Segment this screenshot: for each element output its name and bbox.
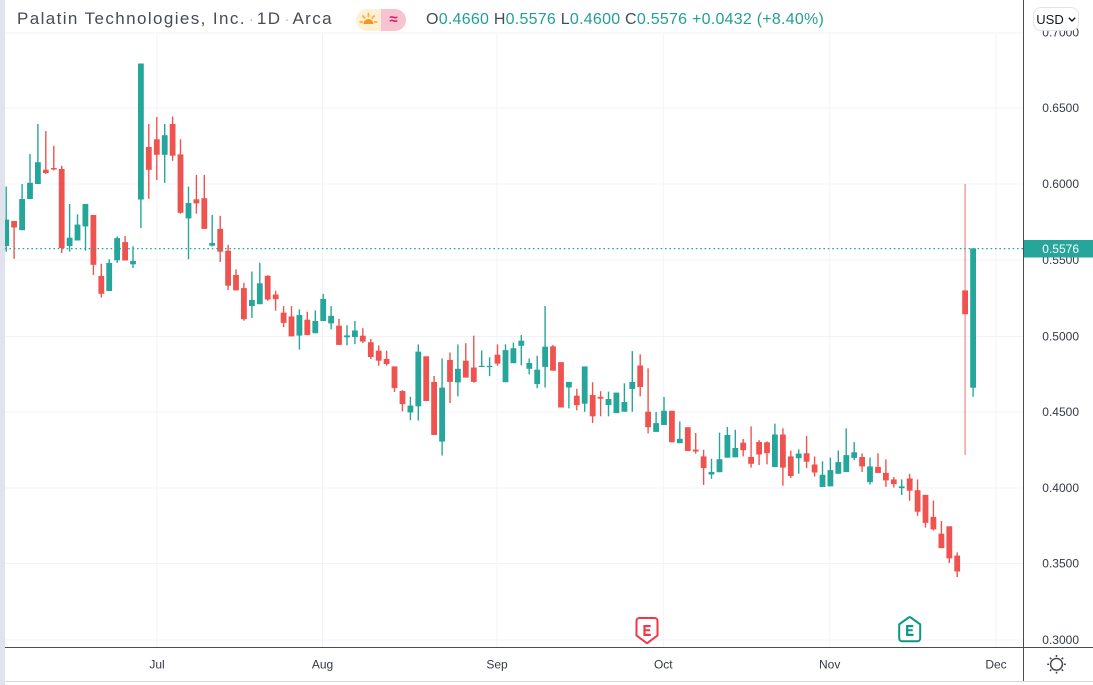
svg-text:0.5000: 0.5000 xyxy=(1042,330,1079,344)
svg-text:Jul: Jul xyxy=(149,658,164,672)
svg-text:Dec: Dec xyxy=(985,658,1006,672)
svg-text:0.3500: 0.3500 xyxy=(1042,557,1079,571)
svg-text:0.6500: 0.6500 xyxy=(1042,101,1079,115)
svg-text:Aug: Aug xyxy=(312,658,333,672)
svg-text:Oct: Oct xyxy=(654,658,673,672)
svg-text:0.6000: 0.6000 xyxy=(1042,177,1079,191)
svg-text:0.5576: 0.5576 xyxy=(1042,242,1079,256)
svg-text:0.3000: 0.3000 xyxy=(1042,633,1079,647)
svg-text:Nov: Nov xyxy=(819,658,840,672)
svg-text:0.4500: 0.4500 xyxy=(1042,405,1079,419)
svg-text:Sep: Sep xyxy=(486,658,508,672)
svg-text:0.4000: 0.4000 xyxy=(1042,481,1079,495)
